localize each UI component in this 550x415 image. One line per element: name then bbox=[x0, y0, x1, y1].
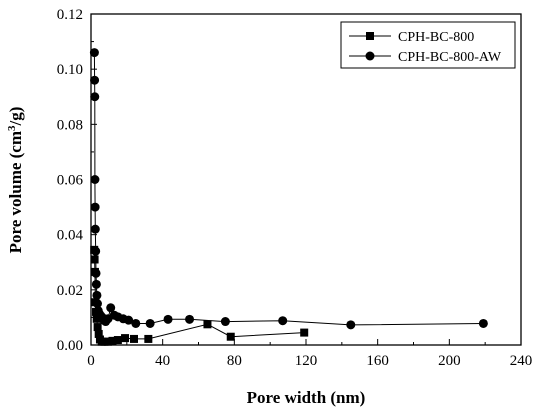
x-tick-label: 240 bbox=[510, 353, 533, 369]
data-point-square bbox=[203, 320, 212, 329]
y-tick-label: 0.10 bbox=[57, 62, 83, 78]
data-point-square bbox=[93, 323, 102, 332]
legend-marker-circle bbox=[365, 51, 375, 61]
data-point-circle bbox=[131, 318, 141, 328]
series-lines bbox=[93, 52, 484, 343]
data-point-circle bbox=[90, 175, 100, 184]
data-point-circle bbox=[89, 48, 99, 58]
legend-marker-square bbox=[366, 32, 374, 40]
data-point-circle bbox=[106, 303, 116, 313]
data-point-circle bbox=[90, 202, 100, 212]
y-axis-title-main: Pore volume (cm bbox=[6, 131, 25, 253]
x-tick-label: 0 bbox=[87, 353, 95, 369]
data-point-circle bbox=[145, 318, 155, 328]
data-point-square bbox=[104, 337, 113, 346]
legend-label-cph-bc-800: CPH-BC-800 bbox=[398, 30, 474, 45]
y-axis-title-sup: 3 bbox=[6, 125, 18, 131]
y-axis-title: Pore volume (cm3/g) bbox=[6, 107, 25, 254]
y-tick-label: 0.08 bbox=[57, 117, 83, 133]
data-point-square bbox=[108, 336, 117, 345]
data-point-circle bbox=[163, 314, 173, 324]
data-point-circle bbox=[185, 314, 195, 324]
data-point-circle bbox=[346, 320, 356, 330]
x-tick-label: 40 bbox=[155, 353, 170, 369]
y-tick-label: 0.02 bbox=[57, 283, 83, 299]
data-point-circle bbox=[478, 318, 488, 328]
x-tick-label: 80 bbox=[227, 353, 242, 369]
data-point-square bbox=[130, 334, 138, 343]
legend-label-cph-bc-800-aw: CPH-BC-800-AW bbox=[398, 50, 502, 65]
legend: CPH-BC-800 CPH-BC-800-AW bbox=[340, 21, 516, 69]
y-tick-label: 0.00 bbox=[57, 338, 83, 354]
data-point-circle bbox=[124, 315, 134, 325]
x-tick-label: 160 bbox=[366, 353, 389, 369]
data-point-circle bbox=[91, 246, 101, 256]
data-point-circle bbox=[91, 279, 101, 289]
y-tick-label: 0.04 bbox=[57, 228, 84, 244]
data-point-square bbox=[121, 334, 130, 343]
y-axis-title-tail: /g) bbox=[6, 107, 25, 127]
data-point-square bbox=[300, 328, 309, 337]
data-point-square bbox=[144, 334, 153, 343]
data-point-square bbox=[90, 255, 99, 264]
x-tick-label: 200 bbox=[438, 353, 461, 369]
data-point-square bbox=[113, 336, 122, 345]
series-line-1 bbox=[93, 52, 484, 326]
data-point-circle bbox=[90, 92, 100, 102]
tick-group: 0 40 80 120 160 200 240 0.00 0.02 0.04 0.06 0.08 0.1… bbox=[57, 7, 533, 369]
data-point-circle bbox=[90, 75, 100, 85]
data-point-square bbox=[226, 332, 235, 341]
series-line-0 bbox=[93, 249, 305, 343]
x-tick-label: 120 bbox=[295, 353, 318, 369]
data-point-circle bbox=[278, 316, 288, 326]
data-point-circle bbox=[220, 317, 230, 327]
data-point-circle bbox=[92, 299, 102, 309]
data-point-square bbox=[94, 329, 103, 338]
y-tick-label: 0.12 bbox=[57, 7, 83, 23]
series-markers bbox=[89, 48, 488, 346]
data-point-circle bbox=[91, 268, 101, 278]
y-tick-label: 0.06 bbox=[57, 173, 84, 189]
x-axis-title: Pore width (nm) bbox=[247, 388, 366, 407]
data-point-square bbox=[92, 314, 101, 323]
data-point-circle bbox=[90, 224, 100, 234]
data-point-circle bbox=[92, 290, 102, 300]
